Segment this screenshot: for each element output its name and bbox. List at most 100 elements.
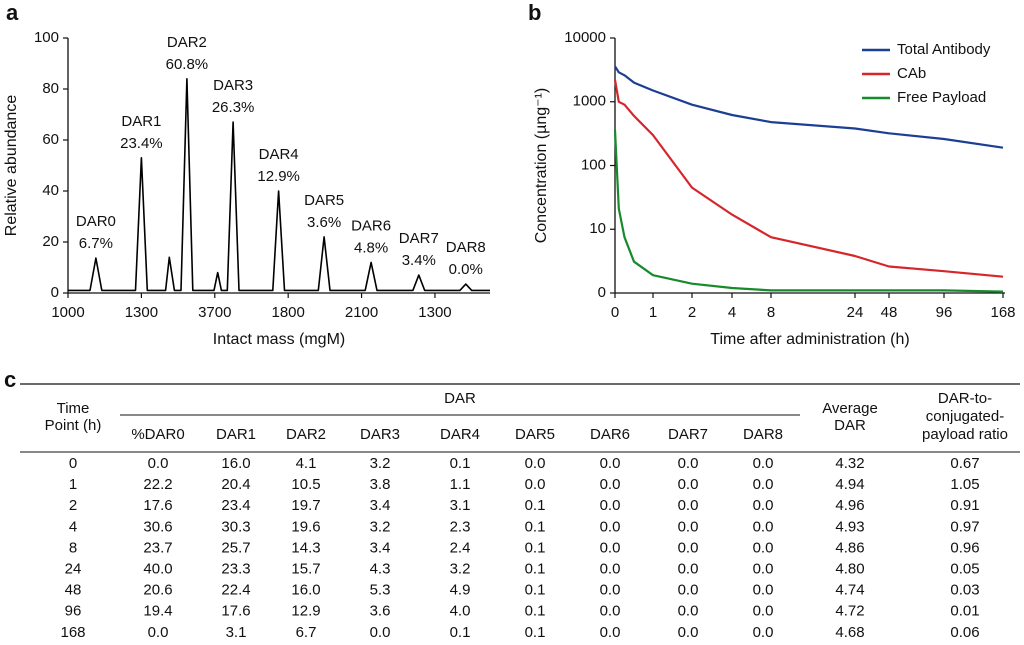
table-cell: 23.4 (221, 497, 250, 514)
y-tick-label: 60 (42, 131, 59, 148)
table-cell: 0.1 (525, 582, 546, 599)
table-cell: 1.05 (950, 476, 979, 493)
table-cell: 0.0 (370, 624, 391, 641)
table-cell: 1 (69, 476, 77, 493)
table-cell: 0.0 (678, 497, 699, 514)
table-cell: 3.1 (450, 497, 471, 514)
table-cell: 0.0 (525, 476, 546, 493)
column-header: DAR-to- (938, 390, 992, 407)
peak-label: DAR4 (259, 146, 299, 163)
table-cell: 0.1 (525, 518, 546, 535)
table-cell: 4.1 (296, 455, 317, 472)
x-tick-label: 48 (881, 304, 898, 321)
table-cell: 0 (69, 455, 77, 472)
table-cell: 4.86 (835, 539, 864, 556)
panel-label: a (6, 0, 19, 25)
table-cell: 0.01 (950, 603, 979, 620)
y-tick-label: 80 (42, 80, 59, 97)
column-header: Point (h) (45, 417, 102, 434)
table-cell: 20.4 (221, 476, 250, 493)
table-cell: 0.0 (678, 539, 699, 556)
x-tick-label: 1300 (125, 304, 158, 321)
table-cell: 4.9 (450, 582, 471, 599)
panel-label: c (4, 367, 16, 392)
table-cell: 0.03 (950, 582, 979, 599)
table-cell: 0.0 (600, 582, 621, 599)
table-cell: 14.3 (291, 539, 320, 556)
column-header: DAR8 (743, 426, 783, 443)
table-cell: 4.96 (835, 497, 864, 514)
x-tick-label: 1800 (271, 304, 304, 321)
table-cell: 12.9 (291, 603, 320, 620)
table-cell: 0.1 (450, 455, 471, 472)
legend-label: Free Payload (897, 89, 986, 106)
table-cell: 8 (69, 539, 77, 556)
table-cell: 30.6 (143, 518, 172, 535)
x-axis-label: Intact mass (mgM) (213, 331, 345, 348)
x-tick-label: 8 (767, 304, 775, 321)
table-cell: 0.06 (950, 624, 979, 641)
peak-label: DAR6 (351, 217, 391, 234)
x-tick-label: 4 (728, 304, 736, 321)
table-cell: 0.0 (678, 603, 699, 620)
table-cell: 0.67 (950, 455, 979, 472)
table-cell: 0.0 (753, 476, 774, 493)
peak-label: DAR5 (304, 192, 344, 209)
x-tick-label: 168 (990, 304, 1015, 321)
series-line (614, 65, 1004, 149)
table-cell: 0.0 (753, 603, 774, 620)
column-header: payload ratio (922, 426, 1008, 443)
x-tick-label: 2100 (345, 304, 378, 321)
table-cell: 2 (69, 497, 77, 514)
x-tick-label: 1300 (418, 304, 451, 321)
table-cell: 0.1 (450, 624, 471, 641)
table-cell: 3.4 (370, 539, 391, 556)
table-cell: 4.72 (835, 603, 864, 620)
table-cell: 4.74 (835, 582, 864, 599)
table-cell: 30.3 (221, 518, 250, 535)
table-cell: 0.0 (678, 455, 699, 472)
table-cell: 25.7 (221, 539, 250, 556)
table-cell: 22.2 (143, 476, 172, 493)
table-cell: 0.0 (753, 582, 774, 599)
column-header: DAR5 (515, 426, 555, 443)
y-axis-label: Relative abundance (3, 95, 20, 237)
peak-percent: 6.7% (79, 235, 113, 252)
table-cell: 0.91 (950, 497, 979, 514)
table-cell: 0.0 (678, 476, 699, 493)
table-cell: 23.7 (143, 539, 172, 556)
y-tick-label: 0 (51, 284, 59, 301)
table-cell: 20.6 (143, 582, 172, 599)
x-axis-label: Time after administration (h) (710, 331, 909, 348)
y-tick-label: 100 (581, 156, 606, 173)
table-cell: 0.1 (525, 539, 546, 556)
table-cell: 3.8 (370, 476, 391, 493)
table-cell: 6.7 (296, 624, 317, 641)
y-tick-label: 1000 (573, 93, 606, 110)
column-header: DAR3 (360, 426, 400, 443)
table-cell: 96 (65, 603, 82, 620)
table-cell: 3.4 (370, 497, 391, 514)
table-cell: 16.0 (221, 455, 250, 472)
x-tick-label: 0 (611, 304, 619, 321)
table-cell: 17.6 (221, 603, 250, 620)
table-cell: 0.0 (600, 603, 621, 620)
x-tick-label: 1000 (51, 304, 84, 321)
legend-label: CAb (897, 65, 926, 82)
table-cell: 0.0 (753, 497, 774, 514)
table-cell: 4.0 (450, 603, 471, 620)
x-tick-label: 2 (688, 304, 696, 321)
peak-label: DAR3 (213, 77, 253, 94)
column-header: Average (822, 400, 878, 417)
table-cell: 0.0 (600, 455, 621, 472)
table-cell: 4.94 (835, 476, 864, 493)
table-cell: 0.0 (678, 582, 699, 599)
x-tick-label: 1 (649, 304, 657, 321)
table-cell: 4.93 (835, 518, 864, 535)
table-cell: 0.0 (678, 518, 699, 535)
y-tick-label: 10000 (564, 29, 606, 46)
peak-percent: 4.8% (354, 239, 388, 256)
peak-label: DAR1 (121, 113, 161, 130)
table-cell: 23.3 (221, 560, 250, 577)
table-cell: 24 (65, 560, 82, 577)
